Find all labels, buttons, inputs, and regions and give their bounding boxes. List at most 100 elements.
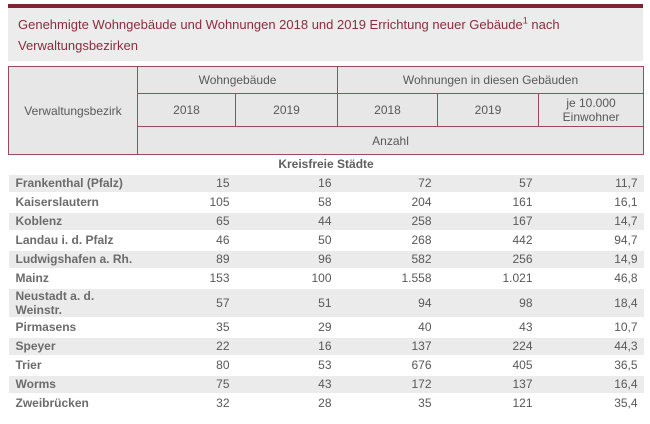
header-dwellings-2018: 2018 xyxy=(337,93,439,127)
value-cell: 121 xyxy=(437,393,539,414)
region-cell: Trier xyxy=(8,355,138,376)
value-cell: 442 xyxy=(437,230,539,251)
table-body: Kreisfreie Städte Frankenthal (Pfalz) 15… xyxy=(8,154,644,414)
value-cell: 14,7 xyxy=(538,211,644,232)
value-cell: 75 xyxy=(137,374,236,395)
region-cell: Ludwigshafen a. Rh. xyxy=(8,249,138,270)
value-cell: 65 xyxy=(137,211,236,232)
table-row: Ludwigshafen a. Rh. 89 96 582 256 14,9 xyxy=(8,249,644,270)
value-cell: 582 xyxy=(337,249,438,270)
value-cell: 46 xyxy=(137,230,236,251)
value-cell: 268 xyxy=(337,230,438,251)
table-row: Speyer 22 16 137 224 44,3 xyxy=(8,336,644,357)
region-cell: Kaiserslautern xyxy=(8,192,138,213)
page-title-suffix: nach Verwaltungsbezirken xyxy=(18,17,560,53)
value-cell: 100 xyxy=(235,268,338,289)
value-cell: 28 xyxy=(235,393,338,414)
value-cell: 96 xyxy=(235,249,338,270)
value-cell: 258 xyxy=(337,211,438,232)
value-cell: 53 xyxy=(235,355,338,376)
value-cell: 11,7 xyxy=(538,173,644,194)
header-group-dwellings: Wohnungen in diesen Gebäuden xyxy=(337,66,645,94)
statistics-table: Verwaltungsbezirk Wohngebäude Wohnungen … xyxy=(8,66,645,414)
value-cell: 80 xyxy=(137,355,236,376)
table-header: Verwaltungsbezirk Wohngebäude Wohnungen … xyxy=(8,66,645,155)
value-cell: 72 xyxy=(337,173,438,194)
header-group-buildings: Wohngebäude xyxy=(136,66,339,94)
value-cell: 405 xyxy=(437,355,539,376)
value-cell: 89 xyxy=(137,249,236,270)
region-cell: Neustadt a. d. Weinstr. xyxy=(8,287,138,319)
region-cell: Landau i. d. Pfalz xyxy=(8,230,138,251)
value-cell: 98 xyxy=(437,287,539,319)
region-cell: Pirmasens xyxy=(8,317,138,338)
section-row: Kreisfreie Städte xyxy=(8,154,644,175)
value-cell: 15 xyxy=(137,173,236,194)
value-cell: 18,4 xyxy=(538,287,644,319)
value-cell: 36,5 xyxy=(538,355,644,376)
value-cell: 94 xyxy=(337,287,438,319)
value-cell: 35 xyxy=(137,317,236,338)
value-cell: 57 xyxy=(137,287,236,319)
region-cell: Speyer xyxy=(8,336,138,357)
value-cell: 46,8 xyxy=(538,268,644,289)
value-cell: 22 xyxy=(137,336,236,357)
value-cell: 256 xyxy=(437,249,539,270)
value-cell: 172 xyxy=(337,374,438,395)
value-cell: 676 xyxy=(337,355,438,376)
table-row: Frankenthal (Pfalz) 15 16 72 57 11,7 xyxy=(8,173,644,194)
value-cell: 32 xyxy=(137,393,236,414)
region-cell: Zweibrücken xyxy=(8,393,138,414)
value-cell: 40 xyxy=(337,317,438,338)
value-cell: 1.021 xyxy=(437,268,539,289)
table-row: Neustadt a. d. Weinstr. 57 51 94 98 18,4 xyxy=(8,287,644,319)
header-dwellings-2019: 2019 xyxy=(437,93,540,127)
value-cell: 14,9 xyxy=(538,249,644,270)
table-row: Trier 80 53 676 405 36,5 xyxy=(8,355,644,376)
table-row: Pirmasens 35 29 40 43 10,7 xyxy=(8,317,644,338)
header-buildings-2019: 2019 xyxy=(234,93,339,127)
value-cell: 105 xyxy=(137,192,236,213)
value-cell: 204 xyxy=(337,192,438,213)
table-row: Mainz 153 100 1.558 1.021 46,8 xyxy=(8,268,644,289)
header-unit: Anzahl xyxy=(136,126,645,155)
value-cell: 153 xyxy=(137,268,236,289)
value-cell: 16 xyxy=(235,336,338,357)
value-cell: 51 xyxy=(235,287,338,319)
header-buildings-2018: 2018 xyxy=(137,93,236,127)
value-cell: 137 xyxy=(437,374,539,395)
header-per-capita: je 10.000 Einwohner xyxy=(538,93,645,127)
page-title-text: Genehmigte Wohngebäude und Wohnungen 201… xyxy=(18,17,523,32)
value-cell: 44,3 xyxy=(538,336,644,357)
region-cell: Koblenz xyxy=(8,211,138,232)
value-cell: 16 xyxy=(235,173,338,194)
region-cell: Mainz xyxy=(8,268,138,289)
table-row: Zweibrücken 32 28 35 121 35,4 xyxy=(8,393,644,414)
value-cell: 58 xyxy=(235,192,338,213)
value-cell: 167 xyxy=(437,211,539,232)
value-cell: 35,4 xyxy=(538,393,644,414)
value-cell: 44 xyxy=(235,211,338,232)
section-label: Kreisfreie Städte xyxy=(8,154,644,175)
header-region: Verwaltungsbezirk xyxy=(8,66,138,155)
value-cell: 137 xyxy=(337,336,438,357)
value-cell: 161 xyxy=(437,192,539,213)
value-cell: 29 xyxy=(235,317,338,338)
value-cell: 16,1 xyxy=(538,192,644,213)
value-cell: 224 xyxy=(437,336,539,357)
value-cell: 43 xyxy=(437,317,539,338)
accent-top-bar xyxy=(8,4,643,8)
region-cell: Worms xyxy=(8,374,138,395)
value-cell: 57 xyxy=(437,173,539,194)
region-cell: Frankenthal (Pfalz) xyxy=(8,173,138,194)
table-row: Kaiserslautern 105 58 204 161 16,1 xyxy=(8,192,644,213)
value-cell: 16,4 xyxy=(538,374,644,395)
value-cell: 94,7 xyxy=(538,230,644,251)
table-row: Landau i. d. Pfalz 46 50 268 442 94,7 xyxy=(8,230,644,251)
page-title: Genehmigte Wohngebäude und Wohnungen 201… xyxy=(8,8,643,61)
value-cell: 50 xyxy=(235,230,338,251)
value-cell: 35 xyxy=(337,393,438,414)
table-row: Koblenz 65 44 258 167 14,7 xyxy=(8,211,644,232)
table-row: Worms 75 43 172 137 16,4 xyxy=(8,374,644,395)
footnote-marker: 1 xyxy=(522,15,528,26)
